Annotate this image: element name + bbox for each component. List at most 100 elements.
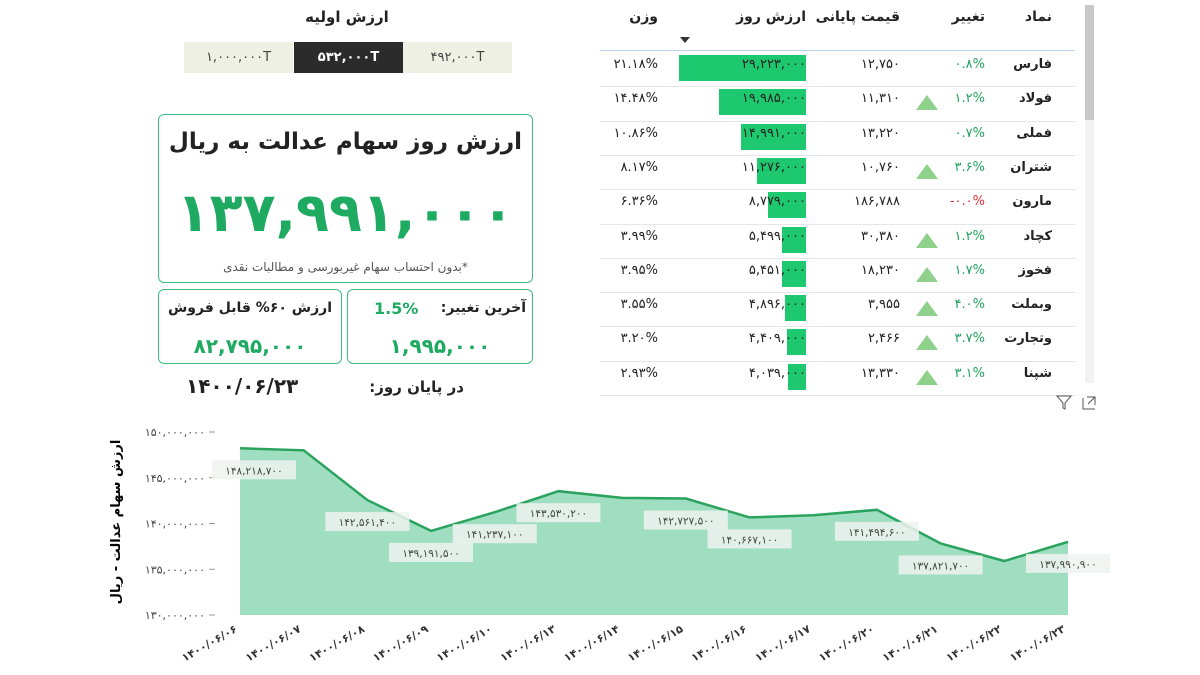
value-bar: [788, 363, 806, 390]
filter-icon[interactable]: [1055, 395, 1073, 410]
day-value: ۸,۷۷۹,۰۰۰: [748, 194, 806, 210]
label-box: [1026, 553, 1110, 573]
option-button[interactable]: ۵۳۲,۰۰۰T: [294, 42, 403, 73]
column-header: ارزش روز: [736, 9, 806, 25]
weight: ۱۴.۴۸%: [613, 91, 658, 107]
value-bar: [767, 192, 806, 219]
x-tick-label: ۱۴۰۰/۰۶/۱۳: [498, 622, 558, 664]
y-tick-label: ۱۳۵,۰۰۰,۰۰۰: [145, 563, 205, 576]
value-bar: [756, 157, 806, 184]
header-line: [600, 50, 1075, 51]
symbol: وبملت: [1011, 297, 1052, 313]
weight: ۳.۲۰%: [620, 331, 658, 347]
last-change-value: ۱,۹۹۵,۰۰۰: [389, 334, 491, 358]
row-line: [600, 154, 1075, 156]
label-box: [212, 460, 296, 480]
toolbar-icons[interactable]: [1055, 394, 1100, 412]
column-header: وزن: [629, 9, 658, 25]
row-line: [600, 86, 1075, 88]
line: [239, 447, 1069, 563]
y-tick-label: ۱۴۰,۰۰۰,۰۰۰: [145, 518, 205, 531]
x-tick-label: ۱۴۰۰/۰۶/۰۶: [180, 622, 240, 664]
change: ۳.۷%: [954, 331, 985, 347]
last-change-title: آخرین تغییر:: [440, 300, 526, 316]
summary-title: ارزش روز سهام عدالت به ریال: [168, 129, 523, 155]
symbol: کچاد: [1023, 228, 1052, 244]
up-icon: [916, 369, 938, 385]
sellable-title: ارزش ۶۰% قابل فروش: [167, 300, 333, 316]
y-tick-label: ۱۵۰,۰۰۰,۰۰۰: [145, 426, 205, 439]
change: ۱.۲%: [954, 91, 985, 107]
day-value: ۱۹,۹۸۵,۰۰۰: [741, 91, 806, 107]
label-box: [898, 555, 983, 575]
data-label: ۱۴۲,۷۲۷,۵۰۰: [657, 516, 714, 528]
option-button[interactable]: ۱,۰۰۰,۰۰۰T: [184, 42, 293, 73]
change: ۱.۷%: [954, 262, 985, 278]
weight: ۱۰.۸۶%: [613, 125, 658, 141]
day-value: ۱۱,۲۷۶,۰۰۰: [741, 159, 806, 175]
up-icon: [916, 266, 938, 282]
column-header: نماد: [1024, 9, 1052, 25]
label-box: [516, 503, 601, 523]
data-label: ۱۴۳,۵۳۰,۲۰۰: [530, 508, 587, 520]
close-price: ۱۱,۳۱۰: [860, 91, 900, 107]
close-price: ۳,۹۵۵: [867, 297, 900, 313]
weight: ۳.۵۵%: [620, 297, 658, 313]
day-value: ۴,۸۹۶,۰۰۰: [748, 297, 806, 313]
close-price: ۱۳,۲۲۰: [860, 125, 900, 141]
day-value: ۵,۴۵۱,۰۰۰: [748, 262, 806, 278]
data-label: ۱۳۷,۸۲۱,۷۰۰: [912, 560, 969, 572]
x-tick-label: ۱۴۰۰/۰۶/۱۷: [753, 622, 813, 664]
x-tick-label: ۱۴۰۰/۰۶/۲۲: [944, 622, 1004, 664]
value-bar: [784, 295, 806, 322]
label-box: [389, 542, 474, 562]
up-icon: [916, 301, 938, 317]
label-box: [707, 529, 792, 549]
weight: ۲.۹۳%: [620, 365, 658, 381]
close-price: ۱۲,۷۵۰: [860, 57, 900, 72]
symbol: فولاد: [1018, 91, 1052, 107]
symbol: وتجارت: [1004, 331, 1052, 347]
close-price: ۱۰,۷۶۰: [860, 159, 900, 175]
x-tick-label: ۱۴۰۰/۰۶/۰۸: [307, 622, 367, 664]
weight: ۶.۳۶%: [620, 194, 658, 210]
sellable-value: ۸۲,۷۹۵,۰۰۰: [193, 334, 307, 358]
scroll-thumb[interactable]: [1085, 5, 1094, 120]
summary-card: ارزش روز سهام عدالت به ریال ۱۳۷,۹۹۱,۰۰۰ …: [158, 114, 533, 283]
value-bar: [782, 260, 806, 287]
x-tick-label: ۱۴۰۰/۰۶/۱۴: [562, 622, 622, 664]
symbol: مارون: [1012, 194, 1052, 210]
row-line: [600, 360, 1075, 362]
change: ۳.۶%: [954, 159, 985, 175]
day-value: ۱۴,۹۹۱,۰۰۰: [741, 125, 806, 141]
up-icon: [916, 335, 938, 351]
symbol: شپنا: [1023, 365, 1052, 381]
summary-value: ۱۳۷,۹۹۱,۰۰۰: [176, 181, 515, 244]
x-tick-label: ۱۴۰۰/۰۶/۱۶: [689, 622, 749, 664]
data-label: ۱۴۲,۵۶۱,۴۰۰: [339, 517, 396, 529]
day-value: ۴,۰۳۹,۰۰۰: [748, 365, 806, 381]
data-label: ۱۴۸,۲۱۸,۷۰۰: [225, 465, 282, 477]
y-tick-label: ۱۳۰,۰۰۰,۰۰۰: [145, 609, 205, 622]
label-box: [834, 521, 919, 541]
day-value: ۲۹,۲۲۳,۰۰۰: [741, 57, 806, 72]
value-bar: [719, 89, 806, 116]
x-tick-label: ۱۴۰۰/۰۶/۰۹: [371, 622, 431, 664]
data-label: ۱۳۹,۱۹۱,۵۰۰: [402, 548, 459, 560]
data-label: ۱۳۷,۹۹۰,۹۰۰: [1039, 559, 1096, 571]
close-price: ۲,۴۶۶: [867, 331, 900, 347]
sort-arrow: [680, 37, 690, 43]
close-price: ۱۸,۲۳۰: [860, 262, 900, 278]
expand-icon[interactable]: [1082, 396, 1096, 410]
symbol: فخوز: [1018, 262, 1052, 278]
weight: ۳.۹۹%: [620, 228, 658, 244]
close-price: ۱۳,۳۳۰: [860, 365, 900, 381]
weight: ۳.۹۵%: [620, 262, 658, 278]
option-button[interactable]: ۴۹۲,۰۰۰T: [403, 42, 512, 73]
close-price: ۳۰,۳۸۰: [860, 228, 900, 244]
scrollbar[interactable]: [1085, 5, 1094, 383]
change: ۴.۰%: [954, 297, 985, 313]
x-tick-label: ۱۴۰۰/۰۶/۱۰: [434, 622, 494, 664]
